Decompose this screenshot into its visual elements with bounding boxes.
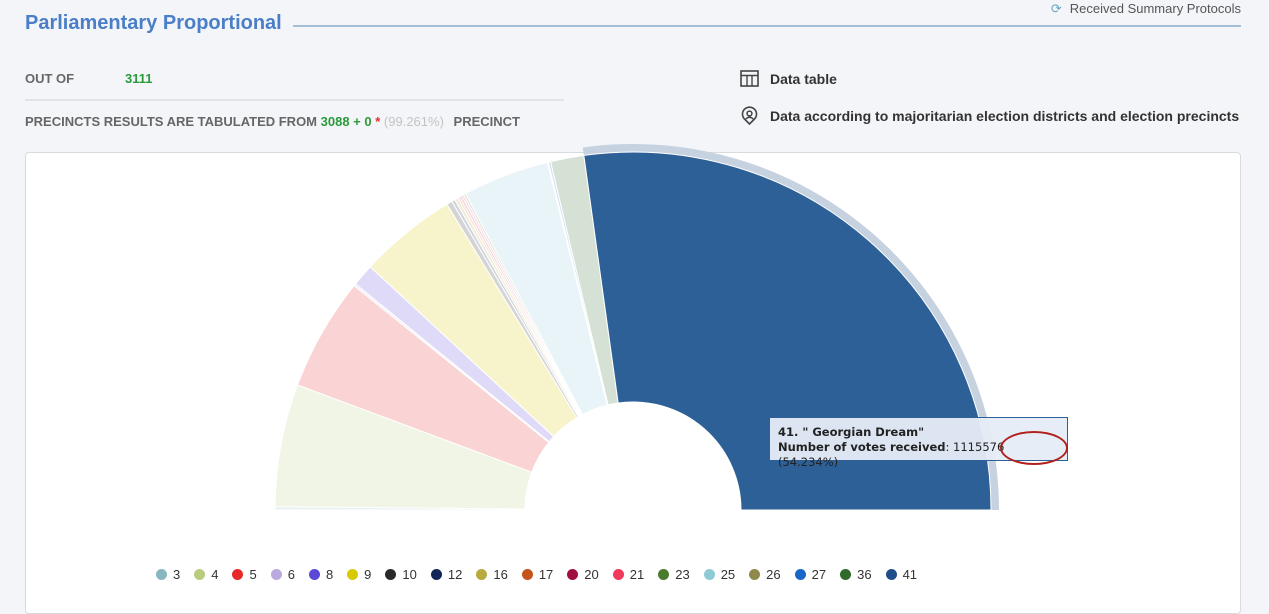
red-annotation-circle — [1000, 431, 1068, 465]
legend-label: 5 — [249, 567, 257, 582]
out-of-label: OUT OF — [25, 71, 75, 86]
legend-label: 6 — [287, 567, 295, 582]
legend-marker — [567, 569, 579, 580]
legend-item-21[interactable]: 21 — [612, 567, 645, 582]
legend-marker — [270, 569, 282, 580]
legend-marker — [703, 569, 715, 580]
legend-label: 8 — [325, 567, 334, 582]
legend-marker — [430, 569, 442, 580]
tabulated-row: PRECINCTS RESULTS ARE TABULATED FROM 308… — [25, 114, 520, 129]
table-icon — [740, 70, 759, 87]
legend-item-27[interactable]: 27 — [794, 567, 827, 582]
legend-label: 12 — [447, 567, 463, 582]
page-title: Parliamentary Proportional — [25, 12, 282, 34]
legend-label: 9 — [364, 567, 372, 582]
legend-marker — [658, 569, 670, 580]
title-divider — [293, 25, 1241, 27]
legend-item-23[interactable]: 23 — [658, 567, 690, 582]
tooltip-votes: 1115576 — [953, 440, 1005, 454]
legend-label: 23 — [675, 567, 690, 582]
legend-marker — [612, 569, 624, 580]
districts-data-link[interactable]: Data according to majoritarian election … — [740, 106, 1239, 125]
legend-item-10[interactable]: 10 — [385, 567, 417, 582]
legend-label: 21 — [629, 567, 645, 582]
legend-label: 26 — [766, 567, 781, 582]
legend-marker — [194, 569, 206, 580]
tabulated-percent: (99.261%) — [383, 114, 444, 129]
legend-item-12[interactable]: 12 — [430, 567, 463, 582]
legend-label: 27 — [811, 567, 827, 582]
out-of-row: OUT OF 3111 — [25, 71, 153, 86]
tooltip-percent: (54.234%) — [778, 455, 839, 469]
legend-marker — [885, 569, 897, 580]
chart-legend: 3 4 5 6 8 9 10 12 16 17 20 21 23 25 26 27 36 41 — [156, 567, 931, 582]
legend-item-36[interactable]: 36 — [840, 567, 872, 582]
legend-item-20[interactable]: 20 — [567, 567, 599, 582]
legend-marker — [308, 569, 320, 580]
legend-marker — [476, 569, 488, 580]
asterisk: * — [375, 114, 381, 129]
legend-marker — [749, 569, 761, 580]
legend-marker — [232, 569, 244, 580]
legend-item-5[interactable]: 5 — [232, 567, 257, 582]
legend-marker — [794, 569, 806, 580]
tooltip-title: 41. " Georgian Dream" — [778, 425, 925, 439]
refresh-icon: ⟳ — [1050, 1, 1062, 16]
legend-item-6[interactable]: 6 — [270, 567, 295, 582]
tooltip-label: Number of votes received — [778, 440, 946, 454]
legend-marker — [347, 569, 359, 580]
legend-label: 17 — [538, 567, 554, 582]
tabulated-label: PRECINCTS RESULTS ARE TABULATED FROM — [25, 114, 318, 129]
tabulated-value: 3088 + 0 — [320, 114, 372, 129]
received-summary-protocols-link[interactable]: ⟳ Received Summary Protocols — [1050, 1, 1241, 16]
legend-item-17[interactable]: 17 — [521, 567, 554, 582]
legend-marker — [840, 569, 852, 580]
legend-label: 20 — [584, 567, 599, 582]
legend-item-9[interactable]: 9 — [347, 567, 371, 582]
data-table-link[interactable]: Data table — [740, 70, 837, 87]
out-of-value: 3111 — [125, 71, 153, 86]
divider — [25, 99, 564, 101]
legend-item-26[interactable]: 26 — [749, 567, 781, 582]
legend-label: 25 — [720, 567, 736, 582]
legend-label: 4 — [211, 567, 219, 582]
legend-item-4[interactable]: 4 — [194, 567, 218, 582]
legend-marker — [521, 569, 533, 580]
semicircle-pie-chart — [274, 144, 999, 511]
legend-item-8[interactable]: 8 — [308, 567, 334, 582]
legend-item-25[interactable]: 25 — [703, 567, 736, 582]
legend-label: 41 — [902, 567, 918, 582]
legend-item-16[interactable]: 16 — [476, 567, 508, 582]
legend-label: 16 — [493, 567, 508, 582]
location-person-icon — [741, 106, 758, 125]
legend-label: 10 — [402, 567, 417, 582]
precinct-label: PRECINCT — [453, 114, 520, 129]
legend-label: 3 — [173, 567, 181, 582]
legend-item-41[interactable]: 41 — [885, 567, 918, 582]
legend-label: 36 — [857, 567, 872, 582]
legend-marker — [156, 569, 167, 580]
legend-marker — [385, 569, 397, 580]
legend-item-3[interactable]: 3 — [156, 567, 180, 582]
